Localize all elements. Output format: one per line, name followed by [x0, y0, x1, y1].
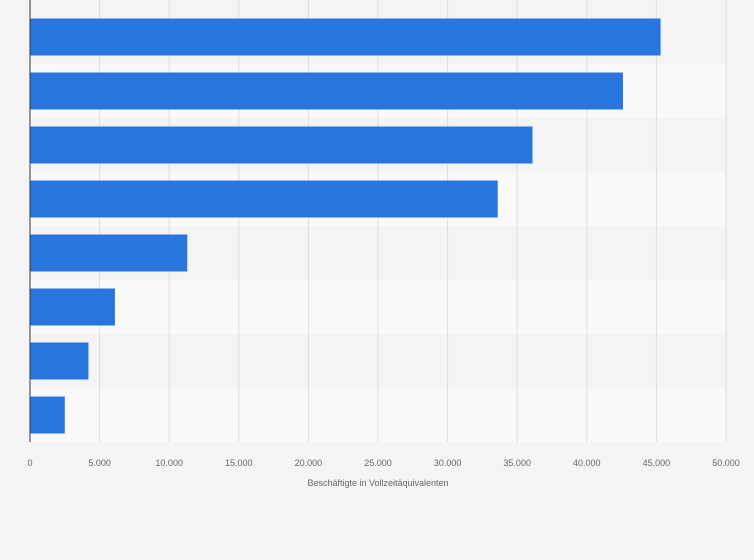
- x-tick-label-10000: 10.000: [155, 458, 183, 468]
- x-tick-label-50000: 50.000: [712, 458, 740, 468]
- bar-3[interactable]: [30, 126, 533, 164]
- x-tick-label-20000: 20.000: [295, 458, 323, 468]
- bar-4[interactable]: [30, 180, 498, 218]
- x-tick-label-35000: 35.000: [503, 458, 531, 468]
- x-tick-label-45000: 45.000: [643, 458, 671, 468]
- bar-6[interactable]: [30, 288, 115, 326]
- x-axis-title: Beschäftigte in Vollzeitäquivalenten: [307, 478, 448, 488]
- x-tick-label-30000: 30.000: [434, 458, 462, 468]
- bar-1[interactable]: [30, 18, 661, 56]
- bar-5[interactable]: [30, 234, 188, 272]
- x-tick-label-40000: 40.000: [573, 458, 601, 468]
- x-axis-ticks: 0 5.000 10.000 15.000 20.000 25.000 30.000 35.0…: [27, 458, 739, 468]
- x-tick-label-25000: 25.000: [364, 458, 392, 468]
- bars: [30, 18, 661, 434]
- bar-2[interactable]: [30, 72, 623, 110]
- x-tick-label-0: 0: [27, 458, 32, 468]
- x-tick-label-15000: 15.000: [225, 458, 253, 468]
- x-tick-label-5000: 5.000: [88, 458, 111, 468]
- bar-8[interactable]: [30, 396, 65, 434]
- bar-7[interactable]: [30, 342, 89, 380]
